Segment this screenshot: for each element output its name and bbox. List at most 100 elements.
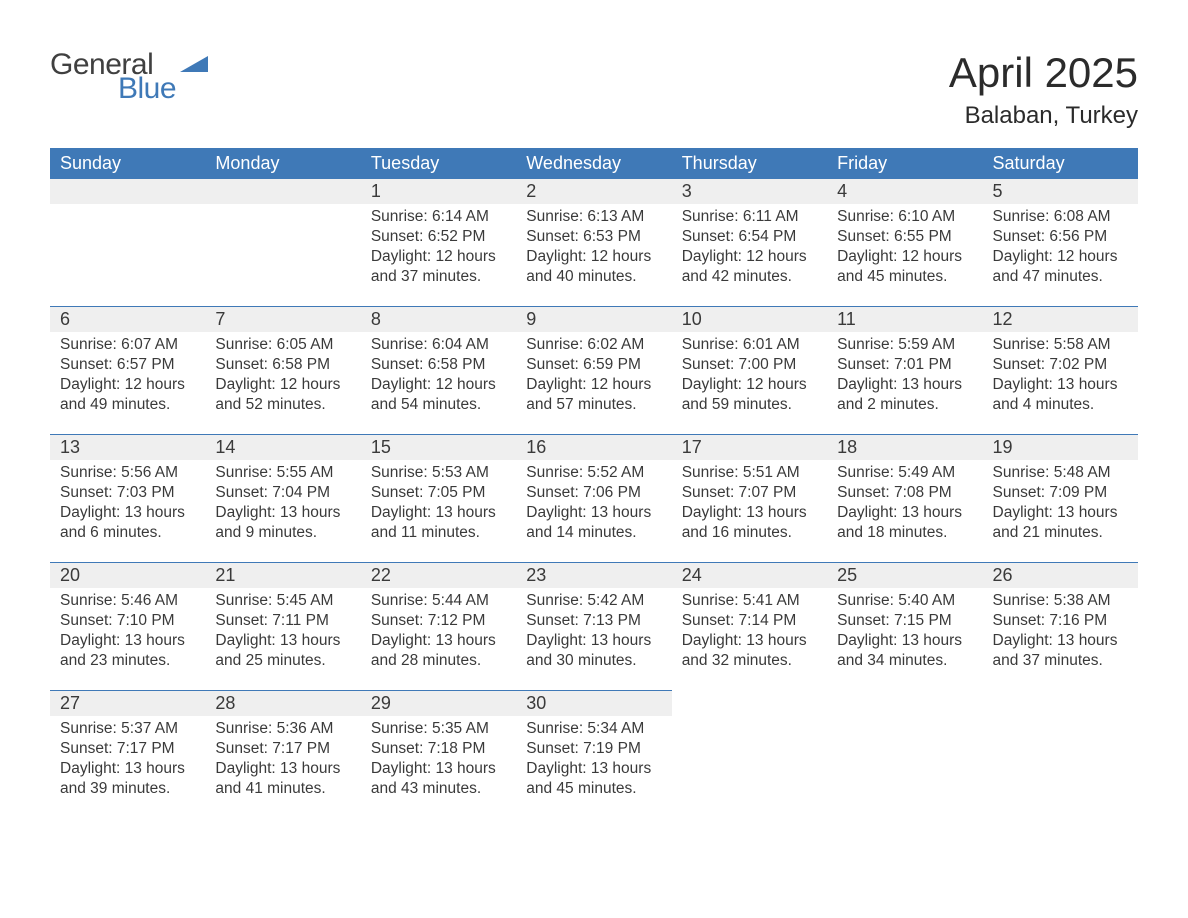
day-number: 21 [205, 562, 360, 588]
sunset-line: Sunset: 7:16 PM [993, 611, 1128, 631]
day-details: Sunrise: 6:11 AMSunset: 6:54 PMDaylight:… [672, 204, 827, 292]
daylight-line: Daylight: 13 hours and 39 minutes. [60, 759, 195, 799]
day-number: 18 [827, 434, 982, 460]
sunset-line: Sunset: 7:15 PM [837, 611, 972, 631]
day-details: Sunrise: 6:07 AMSunset: 6:57 PMDaylight:… [50, 332, 205, 420]
sunrise-line: Sunrise: 5:49 AM [837, 463, 972, 483]
day-number: 9 [516, 306, 671, 332]
sunset-line: Sunset: 6:58 PM [215, 355, 350, 375]
calendar-cell: 13Sunrise: 5:56 AMSunset: 7:03 PMDayligh… [50, 434, 205, 562]
sunset-line: Sunset: 7:03 PM [60, 483, 195, 503]
daylight-line: Daylight: 13 hours and 2 minutes. [837, 375, 972, 415]
daylight-line: Daylight: 12 hours and 37 minutes. [371, 247, 506, 287]
weekday-header: Wednesday [516, 148, 671, 178]
calendar-week: 6Sunrise: 6:07 AMSunset: 6:57 PMDaylight… [50, 306, 1138, 434]
day-details: Sunrise: 5:42 AMSunset: 7:13 PMDaylight:… [516, 588, 671, 676]
day-details: Sunrise: 5:58 AMSunset: 7:02 PMDaylight:… [983, 332, 1138, 420]
brand-logo: General Blue [50, 50, 208, 104]
day-details: Sunrise: 5:36 AMSunset: 7:17 PMDaylight:… [205, 716, 360, 804]
sunset-line: Sunset: 7:02 PM [993, 355, 1128, 375]
day-details: Sunrise: 5:34 AMSunset: 7:19 PMDaylight:… [516, 716, 671, 804]
calendar-cell: 18 Sunrise: 5:49 AMSunset: 7:08 PMDayligh… [827, 434, 982, 562]
sunset-line: Sunset: 7:10 PM [60, 611, 195, 631]
day-number: 24 [672, 562, 827, 588]
calendar-cell: 5Sunrise: 6:08 AMSunset: 6:56 PMDaylight… [983, 178, 1138, 306]
day-number: 29 [361, 690, 516, 716]
day-number: 1 [361, 178, 516, 204]
daylight-line: Daylight: 13 hours and 21 minutes. [993, 503, 1128, 543]
sunrise-line: Sunrise: 5:55 AM [215, 463, 350, 483]
daylight-line: Daylight: 13 hours and 9 minutes. [215, 503, 350, 543]
sunset-line: Sunset: 7:00 PM [682, 355, 817, 375]
calendar-cell: 11Sunrise: 5:59 AMSunset: 7:01 PMDayligh… [827, 306, 982, 434]
sunset-line: Sunset: 6:53 PM [526, 227, 661, 247]
day-number: 23 [516, 562, 671, 588]
sunrise-line: Sunrise: 5:46 AM [60, 591, 195, 611]
day-details: Sunrise: 6:10 AMSunset: 6:55 PMDaylight:… [827, 204, 982, 292]
location: Balaban, Turkey [949, 102, 1138, 130]
daylight-line: Daylight: 13 hours and 14 minutes. [526, 503, 661, 543]
calendar-week: 20Sunrise: 5:46 AMSunset: 7:10 PMDayligh… [50, 562, 1138, 690]
day-details: Sunrise: 6:08 AMSunset: 6:56 PMDaylight:… [983, 204, 1138, 292]
brand-text: General Blue [50, 50, 176, 104]
sunset-line: Sunset: 7:13 PM [526, 611, 661, 631]
weekday-header: Thursday [672, 148, 827, 178]
calendar-cell: 17Sunrise: 5:51 AMSunset: 7:07 PMDayligh… [672, 434, 827, 562]
sunrise-line: Sunrise: 5:44 AM [371, 591, 506, 611]
day-details: Sunrise: 5:46 AMSunset: 7:10 PMDaylight:… [50, 588, 205, 676]
day-details: Sunrise: 5:53 AMSunset: 7:05 PMDaylight:… [361, 460, 516, 548]
day-number: 6 [50, 306, 205, 332]
calendar-cell: 24Sunrise: 5:41 AMSunset: 7:14 PMDayligh… [672, 562, 827, 690]
day-number: 28 [205, 690, 360, 716]
sunset-line: Sunset: 6:56 PM [993, 227, 1128, 247]
calendar-cell: 25Sunrise: 5:40 AMSunset: 7:15 PMDayligh… [827, 562, 982, 690]
sunset-line: Sunset: 7:01 PM [837, 355, 972, 375]
sunset-line: Sunset: 6:57 PM [60, 355, 195, 375]
sunrise-line: Sunrise: 6:10 AM [837, 207, 972, 227]
daylight-line: Daylight: 12 hours and 52 minutes. [215, 375, 350, 415]
day-number: 15 [361, 434, 516, 460]
calendar-cell: 4Sunrise: 6:10 AMSunset: 6:55 PMDaylight… [827, 178, 982, 306]
sunrise-line: Sunrise: 6:13 AM [526, 207, 661, 227]
sunset-line: Sunset: 7:18 PM [371, 739, 506, 759]
month-title: April 2025 [949, 50, 1138, 96]
day-number: 3 [672, 178, 827, 204]
sunset-line: Sunset: 6:59 PM [526, 355, 661, 375]
daylight-line: Daylight: 13 hours and 32 minutes. [682, 631, 817, 671]
daylight-line: Daylight: 12 hours and 59 minutes. [682, 375, 817, 415]
calendar-cell [827, 690, 982, 818]
weekday-header: Sunday [50, 148, 205, 178]
sunrise-line: Sunrise: 5:38 AM [993, 591, 1128, 611]
daylight-line: Daylight: 13 hours and 4 minutes. [993, 375, 1128, 415]
day-number-band-empty [205, 178, 360, 204]
daylight-line: Daylight: 13 hours and 37 minutes. [993, 631, 1128, 671]
calendar-cell: 28Sunrise: 5:36 AMSunset: 7:17 PMDayligh… [205, 690, 360, 818]
sunrise-line: Sunrise: 5:51 AM [682, 463, 817, 483]
sunrise-line: Sunrise: 5:42 AM [526, 591, 661, 611]
day-details: Sunrise: 5:55 AMSunset: 7:04 PMDaylight:… [205, 460, 360, 548]
day-number: 7 [205, 306, 360, 332]
weekday-header: Saturday [983, 148, 1138, 178]
calendar-cell: 27Sunrise: 5:37 AMSunset: 7:17 PMDayligh… [50, 690, 205, 818]
weekday-header: Monday [205, 148, 360, 178]
sunrise-line: Sunrise: 6:04 AM [371, 335, 506, 355]
daylight-line: Daylight: 12 hours and 47 minutes. [993, 247, 1128, 287]
calendar-cell: 29Sunrise: 5:35 AMSunset: 7:18 PMDayligh… [361, 690, 516, 818]
daylight-line: Daylight: 13 hours and 30 minutes. [526, 631, 661, 671]
weekday-header: Tuesday [361, 148, 516, 178]
day-details: Sunrise: 5:51 AMSunset: 7:07 PMDaylight:… [672, 460, 827, 548]
day-number: 25 [827, 562, 982, 588]
daylight-line: Daylight: 13 hours and 18 minutes. [837, 503, 972, 543]
sunset-line: Sunset: 6:54 PM [682, 227, 817, 247]
calendar-cell [983, 690, 1138, 818]
calendar-table: Sunday Monday Tuesday Wednesday Thursday… [50, 148, 1138, 818]
day-number: 22 [361, 562, 516, 588]
day-details: Sunrise: 5:35 AMSunset: 7:18 PMDaylight:… [361, 716, 516, 804]
sunset-line: Sunset: 7:08 PM [837, 483, 972, 503]
sunrise-line: Sunrise: 5:48 AM [993, 463, 1128, 483]
sunrise-line: Sunrise: 5:56 AM [60, 463, 195, 483]
calendar-cell: 23Sunrise: 5:42 AMSunset: 7:13 PMDayligh… [516, 562, 671, 690]
calendar-cell: 7Sunrise: 6:05 AMSunset: 6:58 PMDaylight… [205, 306, 360, 434]
sunrise-line: Sunrise: 5:58 AM [993, 335, 1128, 355]
day-number: 8 [361, 306, 516, 332]
